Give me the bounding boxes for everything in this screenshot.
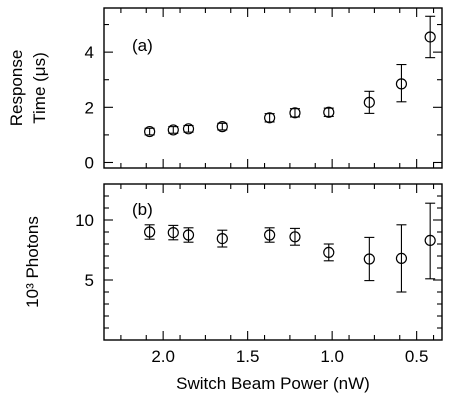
x-tick-label: 0.5 [405,347,429,366]
y-tick-label: 4 [85,43,94,62]
data-point [144,226,156,238]
data-point [182,229,195,241]
x-tick-label: 2.0 [151,347,175,366]
y-tick-label: 10 [75,211,94,230]
data-point [216,121,228,133]
panel-b-label: (b) [132,200,153,219]
data-point [264,229,276,241]
data-point [395,252,408,264]
data-point [167,227,179,239]
data-point [182,123,195,135]
y-tick-label: 5 [85,271,94,290]
data-point [424,31,436,43]
panel-a-ylabel-line1: Response [7,50,26,127]
data-point [363,253,375,265]
x-tick-label: 1.0 [320,347,344,366]
panel-b-ylabel: 10³ Photons [23,216,42,308]
y-tick-label: 0 [85,153,94,172]
data-point [264,112,276,124]
data-point [216,233,228,245]
panel-a-ylabel-line2: Time (μs) [30,52,49,124]
data-point [323,106,335,118]
data-point [323,246,335,258]
panel-a-frame [103,7,443,169]
data-point [363,96,375,108]
data-point [289,231,301,243]
x-tick-label: 1.5 [236,347,260,366]
y-tick-label: 2 [85,98,94,117]
data-point [424,234,436,246]
panel-b: (b) 10³ Photons Switch Beam Power (nW) 5… [23,183,443,393]
data-point [167,124,179,136]
data-point [289,107,301,119]
data-point [395,78,408,90]
x-axis-title: Switch Beam Power (nW) [176,374,370,393]
panel-a: (a) Response Time (μs) 0 2 4 [7,7,443,172]
data-point [144,125,156,138]
panel-a-label: (a) [132,36,153,55]
panel-b-frame [103,183,443,341]
